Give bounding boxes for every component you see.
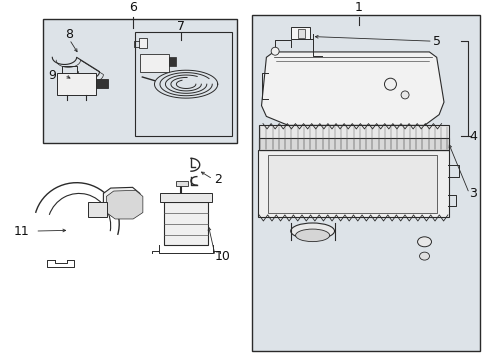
Text: 1: 1	[354, 1, 362, 14]
Bar	[259, 125, 448, 150]
Text: 8: 8	[65, 27, 73, 41]
Bar	[135, 32, 232, 136]
Text: 9: 9	[48, 69, 56, 82]
Bar	[164, 202, 207, 246]
Bar	[259, 138, 448, 150]
Ellipse shape	[295, 229, 329, 242]
Text: 6: 6	[128, 1, 136, 14]
Ellipse shape	[419, 252, 428, 260]
Circle shape	[400, 91, 408, 99]
Text: 10: 10	[214, 249, 230, 262]
Bar	[290, 27, 309, 39]
Ellipse shape	[290, 223, 334, 239]
Bar	[267, 155, 436, 213]
Bar	[57, 73, 96, 95]
Bar	[139, 37, 147, 48]
Bar	[169, 57, 176, 66]
Bar	[140, 54, 169, 72]
Circle shape	[271, 47, 279, 55]
Text: 4: 4	[468, 130, 476, 143]
Bar	[176, 181, 187, 186]
Text: 5: 5	[432, 35, 440, 48]
Bar	[96, 79, 108, 88]
Ellipse shape	[417, 237, 430, 247]
Bar	[88, 202, 107, 217]
Text: 2: 2	[213, 172, 221, 186]
Bar	[160, 193, 211, 202]
Text: 3: 3	[468, 187, 476, 200]
Polygon shape	[106, 190, 142, 219]
Text: 7: 7	[177, 20, 185, 33]
Bar	[251, 15, 480, 351]
Bar	[258, 150, 448, 217]
Polygon shape	[103, 187, 140, 216]
Bar	[297, 29, 305, 37]
Circle shape	[384, 78, 396, 90]
Polygon shape	[261, 52, 443, 125]
Bar	[42, 19, 237, 143]
Text: 11: 11	[14, 225, 29, 238]
